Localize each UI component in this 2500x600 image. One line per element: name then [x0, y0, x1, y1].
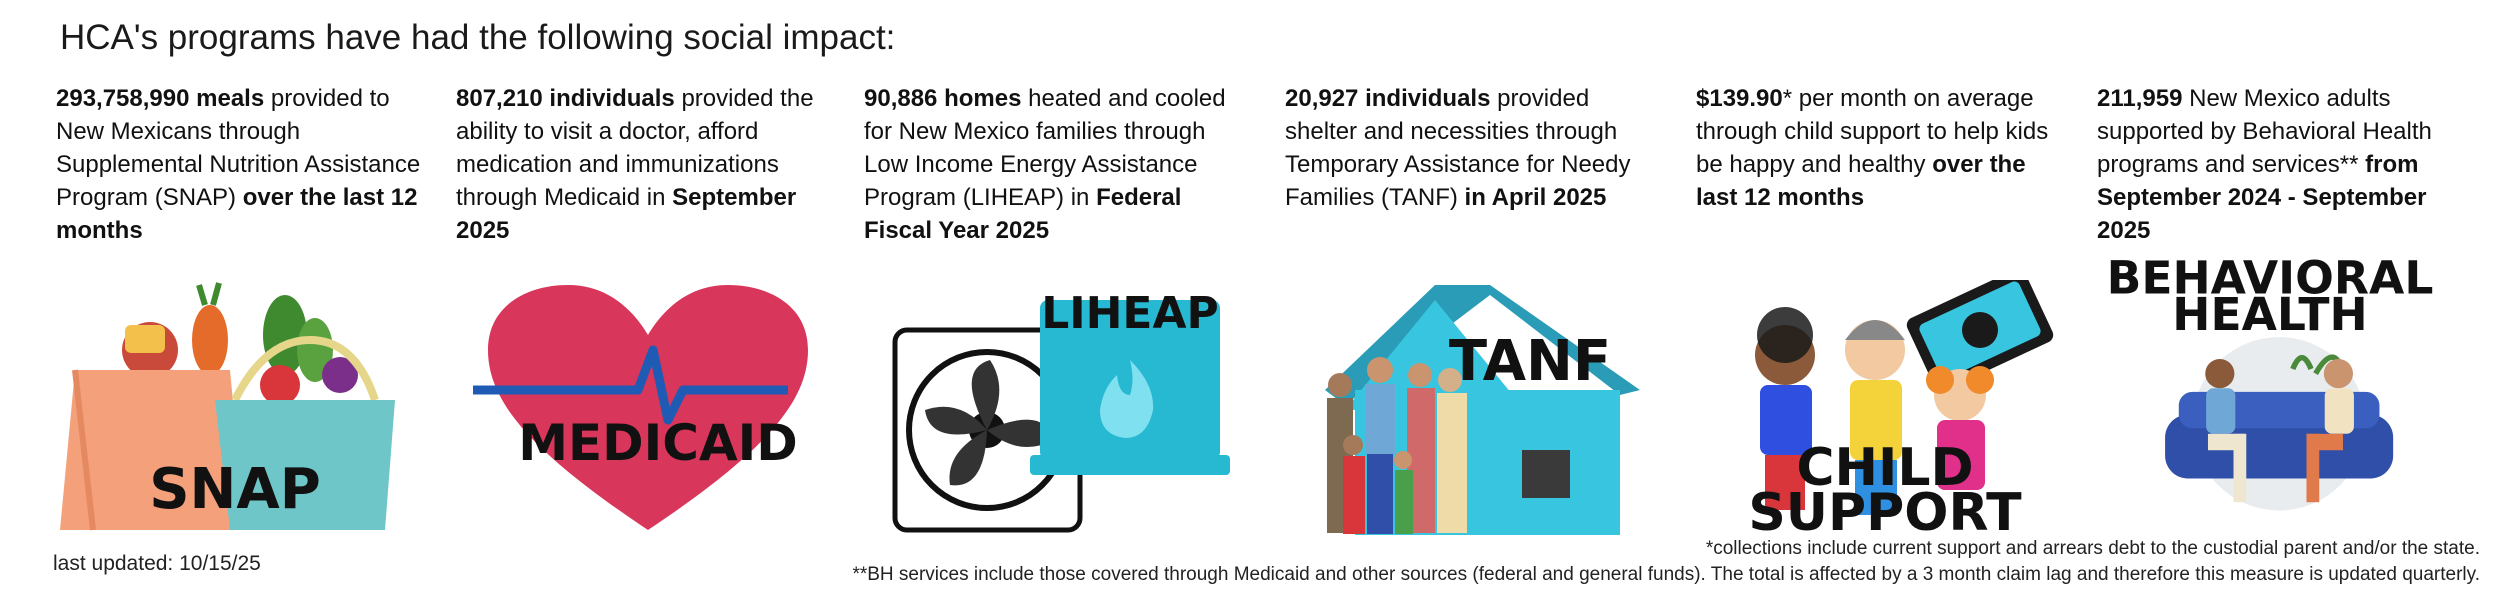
child-support-stat: $139.90* per month on average through ch…	[1696, 82, 2066, 214]
footnote-bh-services: **BH services include those covered thro…	[852, 564, 2480, 585]
footnote-collections: *collections include current support and…	[1705, 538, 2480, 559]
heart-pulse-icon: MEDICAID	[468, 280, 828, 540]
snap-stat-value: 293,758,990 meals	[56, 85, 265, 112]
behavioral-health-icon-label-2: HEALTH	[2172, 288, 2367, 341]
tanf-stat-period: in April 2025	[1464, 184, 1607, 211]
tanf-stat-value: 20,927 individuals	[1285, 85, 1491, 112]
liheap-stat-text: heated and cooled for New Mexico familie…	[864, 85, 1226, 211]
liheap-stat: 90,886 homes heated and cooled for New M…	[864, 82, 1254, 247]
child-support-icon-label-1: CHILD	[1796, 438, 1973, 498]
child-support-stat-value: $139.90	[1696, 85, 1783, 112]
snap-icon-label: SNAP	[149, 457, 321, 522]
child-support-icon-label-2: SUPPORT	[1748, 483, 2022, 540]
last-updated: last updated: 10/15/25	[53, 552, 261, 575]
page-title: HCA's programs have had the following so…	[60, 18, 896, 57]
grocery-bags-icon: SNAP	[55, 280, 415, 540]
medicaid-icon-label: MEDICAID	[518, 414, 798, 472]
snap-stat: 293,758,990 meals provided to New Mexica…	[56, 82, 426, 247]
medicaid-stat-period: September 2025	[456, 184, 797, 244]
behavioral-health-stat-text: New Mexico adults supported by Behaviora…	[2097, 85, 2432, 178]
medicaid-stat-text: provided the ability to visit a doctor, …	[456, 85, 814, 211]
house-family-icon: TANF	[1285, 280, 1645, 540]
happy-kids-icon: CHILD SUPPORT	[1715, 280, 2075, 540]
snap-stat-period: over the last 12 months	[56, 184, 418, 244]
medicaid-stat-value: 807,210 individuals	[456, 85, 675, 112]
fan-flame-icon: LIHEAP	[885, 280, 1245, 540]
behavioral-health-icon-label-1: BEHAVIORAL	[2107, 255, 2434, 304]
tanf-icon-label: TANF	[1449, 329, 1611, 394]
medicaid-stat: 807,210 individuals provided the ability…	[456, 82, 816, 247]
tanf-stat-text: provided shelter and necessities through…	[1285, 85, 1631, 211]
liheap-stat-value: 90,886 homes	[864, 85, 1022, 112]
child-support-stat-text: * per month on average through child sup…	[1696, 85, 2049, 178]
behavioral-health-stat: 211,959 New Mexico adults supported by B…	[2097, 82, 2477, 247]
tanf-stat: 20,927 individuals provided shelter and …	[1285, 82, 1655, 214]
liheap-stat-period: Federal Fiscal Year 2025	[864, 184, 1182, 244]
behavioral-health-stat-period: from September 2024 - September 2025	[2097, 151, 2427, 244]
therapy-session-icon: BEHAVIORAL HEALTH	[2090, 255, 2450, 515]
liheap-icon-label: LIHEAP	[1041, 288, 1219, 339]
snap-stat-text: provided to New Mexicans through Supplem…	[56, 85, 421, 211]
behavioral-health-stat-value: 211,959	[2097, 85, 2183, 112]
child-support-stat-period: over the last 12 months	[1696, 151, 2026, 211]
